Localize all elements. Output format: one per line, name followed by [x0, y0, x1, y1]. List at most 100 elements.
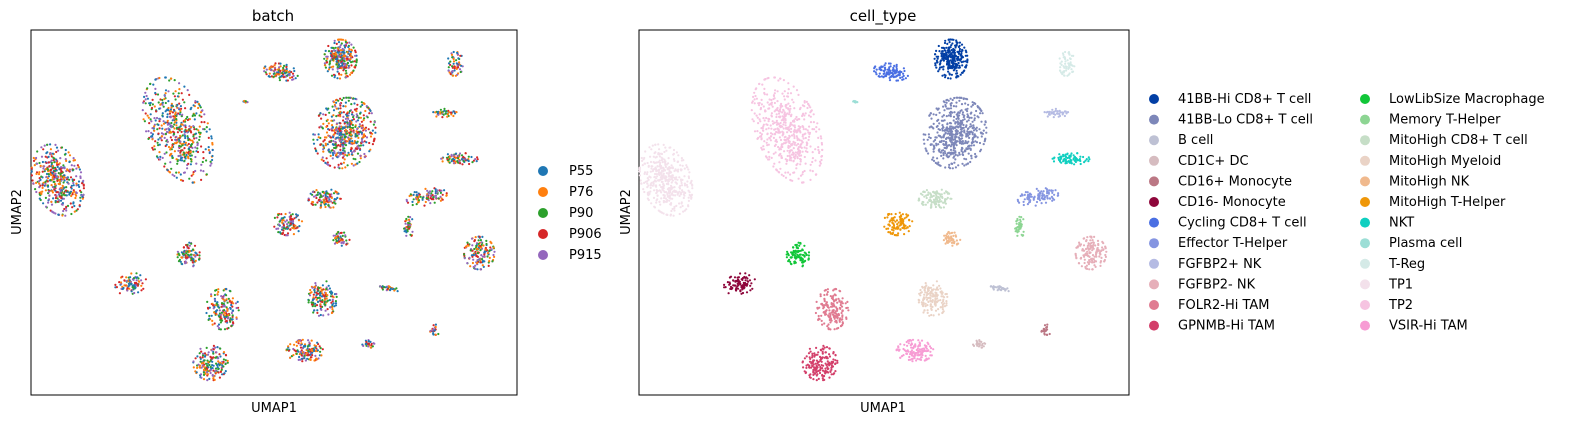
- batch-point-155: [326, 70, 329, 73]
- batch-point-3396: [289, 343, 292, 346]
- batch-point-221: [346, 51, 349, 54]
- cell-point-214: [952, 47, 955, 51]
- batch-point-717: [325, 136, 328, 139]
- batch-point-204: [337, 72, 341, 75]
- cell-point-519: [972, 124, 975, 127]
- cell-point-1276: [671, 167, 675, 170]
- batch-point-1225: [53, 177, 56, 180]
- batch-point-762: [369, 131, 372, 134]
- cell-point-723: [956, 112, 959, 115]
- batch-point-746: [370, 112, 373, 115]
- batch-point-1624: [191, 114, 194, 118]
- batch-point-1783: [181, 149, 184, 152]
- batch-point-1822: [179, 149, 182, 152]
- cell-point-879: [885, 73, 889, 76]
- batch-point-1253: [38, 180, 41, 183]
- cell-point-248: [964, 54, 967, 57]
- cell-point-1366: [777, 145, 780, 149]
- batch-point-1471: [158, 120, 161, 123]
- batch-point-2108: [425, 197, 428, 200]
- batch-point-734: [339, 122, 342, 125]
- cell-point-1020: [639, 179, 642, 182]
- batch-point-198: [331, 68, 334, 71]
- batch-point-1638: [199, 169, 202, 172]
- batch-point-426: [332, 133, 335, 136]
- cell-point-1143: [653, 205, 656, 208]
- batch-point-1038: [38, 177, 41, 180]
- batch-point-1480: [156, 128, 159, 131]
- batch-point-1017: [32, 156, 35, 160]
- batch-point-881: [268, 66, 271, 69]
- batch-point-95: [330, 74, 334, 77]
- batch-point-1672: [153, 105, 156, 108]
- cell-point-706: [953, 138, 957, 141]
- batch-title: batch: [252, 7, 294, 25]
- cell-point-727: [973, 117, 976, 120]
- cell-point-1126: [652, 180, 655, 184]
- batch-point-3243: [210, 349, 213, 352]
- batch-point-1196: [72, 202, 75, 205]
- batch-point-598: [346, 154, 349, 157]
- batch-point-1976: [466, 159, 469, 162]
- cell-point-783: [904, 77, 908, 80]
- batch-point-1135: [68, 160, 71, 164]
- batch-point-708: [350, 133, 353, 136]
- cell-point-1159: [663, 196, 666, 200]
- batch-point-2725: [141, 282, 144, 285]
- cell-point-166: [943, 49, 946, 52]
- batch-point-3408: [310, 356, 313, 359]
- batch-point-1558: [194, 155, 197, 159]
- batch-point-3054: [310, 301, 313, 304]
- batch-point-603: [326, 163, 330, 166]
- cell-point-430: [944, 166, 947, 169]
- cell-point-683: [957, 114, 960, 117]
- batch-point-1719: [171, 145, 174, 148]
- batch-point-1778: [162, 105, 165, 108]
- cell-point-222: [942, 58, 945, 61]
- cell-point-1309: [669, 166, 673, 169]
- batch-point-1825: [187, 142, 190, 146]
- batch-point-1188: [74, 196, 77, 200]
- batch-point-1318: [211, 158, 214, 162]
- batch-point-3113: [434, 333, 437, 336]
- cell-point-755: [963, 118, 966, 121]
- batch-point-3258: [195, 371, 198, 374]
- batch-point-1731: [158, 127, 161, 130]
- batch-point-2633: [184, 256, 187, 259]
- batch-point-1189: [61, 214, 64, 217]
- batch-point-3226: [218, 376, 221, 379]
- batch-point-1628: [163, 136, 166, 139]
- cell-point-1146: [676, 170, 680, 173]
- batch-point-1289: [70, 187, 73, 190]
- cell-point-1178: [647, 184, 650, 187]
- cell-point-1460: [793, 171, 796, 174]
- batch-point-1049: [40, 146, 43, 149]
- batch-point-3202: [200, 376, 203, 379]
- batch-point-357: [332, 140, 335, 143]
- batch-point-1454: [180, 127, 183, 130]
- batch-point-1936: [243, 99, 246, 103]
- batch-point-1054: [35, 190, 38, 194]
- cell-point-728: [932, 144, 935, 147]
- cell-point-1236: [638, 170, 641, 173]
- batch-point-1817: [162, 120, 165, 123]
- batch-point-722: [346, 121, 349, 124]
- batch-point-2724: [133, 281, 137, 284]
- batch-point-626: [313, 133, 316, 136]
- batch-point-2411: [404, 229, 407, 232]
- batch-point-1146: [68, 170, 71, 173]
- cell-point-1065: [655, 173, 659, 176]
- batch-point-1565: [207, 146, 210, 149]
- batch-point-3009: [319, 305, 322, 308]
- batch-point-1295: [47, 161, 51, 164]
- batch-point-1727: [186, 89, 189, 92]
- batch-point-3216: [218, 361, 222, 364]
- batch-point-1405: [174, 98, 177, 101]
- cell-point-1013: [649, 155, 652, 158]
- cell-point-1139: [663, 150, 666, 154]
- cell-point-1476: [755, 87, 758, 90]
- batch-point-1636: [183, 119, 186, 122]
- cell-point-485: [961, 162, 964, 165]
- batch-point-1653: [171, 155, 174, 158]
- batch-point-2893: [213, 298, 216, 301]
